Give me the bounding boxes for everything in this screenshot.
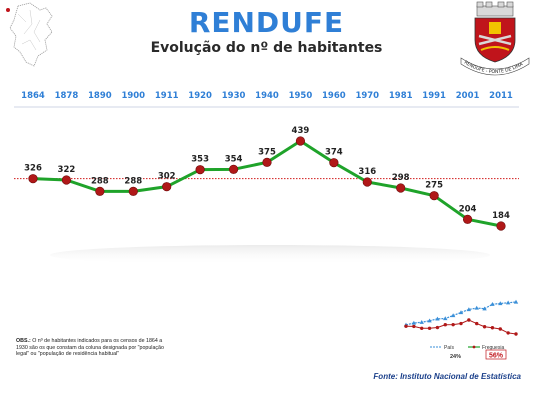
- data-value-label: 354: [225, 154, 243, 164]
- mini-comparison-chart: País Freguesia 24% 56%: [403, 299, 519, 360]
- data-point: [28, 174, 38, 184]
- data-point: [195, 165, 205, 175]
- data-point: [262, 157, 272, 167]
- data-point: [295, 136, 306, 146]
- data-point: [362, 177, 372, 187]
- year-tick-label: 1920: [188, 91, 212, 101]
- freguesia-point: [490, 326, 495, 330]
- data-value-label: 439: [292, 126, 310, 136]
- freguesia-point: [514, 332, 518, 336]
- data-point: [396, 183, 406, 193]
- data-point: [496, 221, 506, 231]
- legend-freguesia: Freguesia: [482, 345, 504, 351]
- data-point: [329, 158, 339, 168]
- year-tick-label: 1911: [155, 91, 179, 101]
- coat-of-arms: RENDUFE - PONTE DE LIMA: [460, 1, 530, 76]
- pais-point: [513, 299, 519, 304]
- data-point: [61, 175, 72, 185]
- data-value-label: 288: [124, 176, 142, 186]
- data-value-label: 326: [24, 164, 42, 174]
- data-value-label: 298: [392, 173, 410, 183]
- year-tick-label: 1878: [55, 91, 79, 101]
- data-value-label: 184: [492, 211, 510, 221]
- freguesia-point: [498, 327, 502, 331]
- year-tick-label: 2011: [489, 91, 513, 101]
- data-value-label: 302: [158, 172, 176, 182]
- data-value-label: 374: [325, 148, 343, 158]
- emblem-ribbon: [460, 57, 530, 76]
- year-tick-label: 1864: [21, 91, 45, 101]
- year-tick-label: 1950: [289, 91, 313, 101]
- pais-point: [498, 301, 503, 306]
- pais-point: [411, 320, 417, 325]
- data-point: [228, 164, 239, 174]
- year-tick-label: 2001: [456, 91, 480, 101]
- data-point: [429, 191, 439, 201]
- pais-percent: 24%: [450, 354, 461, 360]
- freguesia-percent: 56%: [489, 353, 504, 360]
- freguesia-point: [443, 323, 447, 327]
- pais-point: [419, 320, 424, 324]
- page-title: RENDUFE: [188, 6, 345, 39]
- freguesia-point: [435, 325, 440, 330]
- data-point: [162, 182, 172, 192]
- mini-legend: País Freguesia 24% 56%: [430, 345, 507, 360]
- portugal-map-icon: [6, 2, 53, 67]
- data-value-label: 275: [425, 181, 443, 191]
- pais-point: [474, 305, 479, 310]
- freguesia-point: [451, 322, 455, 327]
- data-point: [462, 214, 473, 224]
- freguesia-point: [404, 324, 408, 328]
- data-value-label: 353: [191, 155, 209, 165]
- source-credit: Fonte: Instituto Nacional de Estatística: [373, 372, 521, 381]
- population-chart: 1864 1878 1890 1900 1911 1920 1930 1940 1950 1960…: [14, 91, 519, 265]
- observation-note: OBS.: O nº de habitantes indicados para …: [16, 338, 166, 358]
- year-tick-label: 1890: [88, 91, 112, 101]
- data-value-label: 204: [459, 204, 477, 214]
- pais-point: [490, 302, 495, 306]
- pais-point: [482, 306, 487, 311]
- crown-icon: [476, 1, 514, 17]
- pais-point: [450, 313, 456, 318]
- freguesia-point: [427, 326, 432, 330]
- freguesia-point: [420, 326, 424, 330]
- pais-point: [466, 307, 472, 312]
- obs-prefix: OBS.:: [16, 338, 31, 344]
- data-point: [95, 186, 105, 196]
- freguesia-percent-box: [485, 349, 507, 360]
- year-tick-label: 1970: [355, 91, 379, 101]
- data-value-label: 375: [258, 147, 276, 157]
- page-subtitle: Evolução do nº de habitantes: [150, 40, 383, 56]
- year-tick-label: 1991: [422, 91, 446, 101]
- year-tick-label: 1940: [255, 91, 279, 101]
- pais-point: [443, 316, 448, 321]
- year-tick-label: 1900: [121, 91, 145, 101]
- freguesia-point: [459, 321, 463, 326]
- obs-text: O nº de habitantes indicados para os cen…: [16, 338, 164, 358]
- data-value-label: 288: [91, 176, 109, 186]
- pais-line: [405, 301, 517, 326]
- data-value-label: 322: [58, 165, 76, 175]
- freguesia-point: [482, 325, 487, 329]
- freguesia-point: [467, 318, 471, 322]
- freguesia-point: [475, 321, 479, 326]
- pais-point: [427, 318, 432, 323]
- legend-pais: País: [444, 345, 455, 351]
- year-tick-label: 1981: [389, 91, 413, 101]
- year-tick-label: 1930: [222, 91, 246, 101]
- pais-point: [435, 316, 440, 321]
- pais-point: [458, 310, 464, 315]
- data-value-label: 316: [358, 167, 376, 177]
- chart-shadow: [50, 245, 490, 265]
- freguesia-point: [412, 324, 416, 329]
- freguesia-point: [506, 331, 510, 335]
- data-point: [128, 186, 138, 196]
- pais-point: [505, 300, 511, 305]
- year-tick-label: 1960: [322, 91, 346, 101]
